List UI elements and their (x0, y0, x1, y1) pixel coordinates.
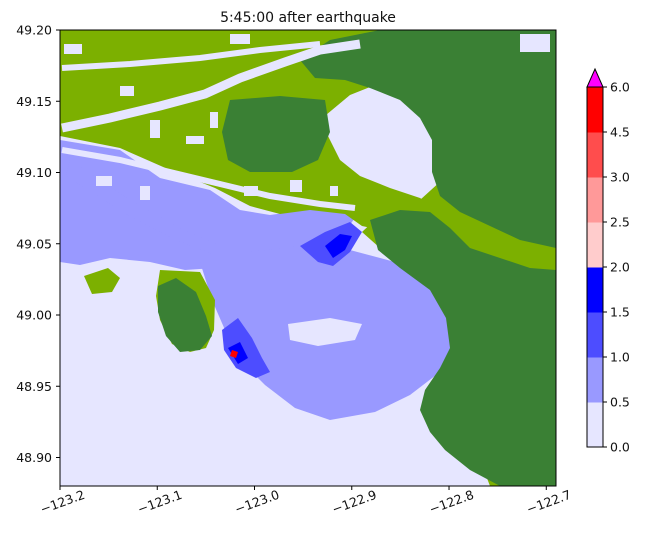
colorbar-tick-label: 0.0 (610, 440, 630, 455)
y-tick-label: 48.95 (16, 379, 52, 394)
y-tick-label: 49.05 (16, 236, 52, 251)
colorbar-segment (587, 267, 603, 313)
plot-frame (59, 29, 557, 487)
x-tick-label: −123.1 (135, 487, 184, 517)
inundation-deep-north (325, 234, 352, 258)
x-tick-label: −123.2 (38, 487, 87, 517)
y-axis: 48.90 48.95 49.00 49.05 49.10 49.15 49.20 (16, 23, 60, 465)
y-tick-label: 49.15 (16, 94, 52, 109)
y-tick-label: 48.90 (16, 450, 52, 465)
colorbar-segment (587, 87, 603, 133)
land-upland-se (370, 210, 556, 486)
x-tick-label: −123.0 (233, 487, 282, 517)
x-tick-label: −122.7 (524, 487, 573, 517)
colorbar-extend-arrow (586, 67, 604, 88)
land-upland-central (222, 96, 330, 172)
y-tick-label: 49.10 (16, 165, 52, 180)
x-tick-label: −122.9 (330, 487, 379, 517)
colorbar-tick-label: 2.5 (610, 215, 630, 230)
land-upland-ne (300, 30, 556, 248)
river-north-arm (61, 41, 321, 71)
colorbar-segment (587, 312, 603, 358)
plot-area (60, 30, 556, 486)
land-upland-sw (158, 278, 212, 352)
colorbar-tick-label: 1.5 (610, 305, 630, 320)
colorbar-tick-label: 3.0 (610, 170, 630, 185)
land-lowland-sw (84, 268, 120, 294)
inundation-peak-south (230, 350, 238, 358)
chart-title: 5:45:00 after earthquake (220, 10, 396, 26)
river-main-channel (61, 39, 361, 133)
colorbar-tick-label: 2.0 (610, 260, 630, 275)
colorbar-segment (587, 132, 603, 178)
y-tick-label: 49.00 (16, 308, 52, 323)
x-tick-label: −122.8 (427, 487, 476, 517)
inundation-band-low-north (60, 140, 360, 270)
colorbar-tick-label: 1.0 (610, 350, 630, 365)
colorbar-segment (587, 222, 603, 268)
colorbar: 0.0 0.5 1.0 1.5 2.0 2.5 3.0 4.5 6.0 (586, 67, 630, 455)
x-axis: −123.2 −123.1 −123.0 −122.9 −122.8 −122.7 (38, 486, 573, 517)
inundation-deep-south (228, 342, 248, 364)
river-south-arm (61, 147, 356, 211)
inundation-pocket-south (222, 318, 270, 378)
colorbar-segment (587, 357, 603, 403)
dry-patch-bay (288, 318, 362, 346)
colorbar-segment (587, 402, 603, 448)
colorbar-tick-label: 6.0 (610, 80, 630, 95)
colorbar-tick-label: 4.5 (610, 125, 630, 140)
colorbar-tick-label: 0.5 (610, 395, 630, 410)
colorbar-segment (587, 177, 603, 223)
lowland-dry-cells (64, 34, 550, 200)
y-tick-label: 49.20 (16, 23, 52, 38)
